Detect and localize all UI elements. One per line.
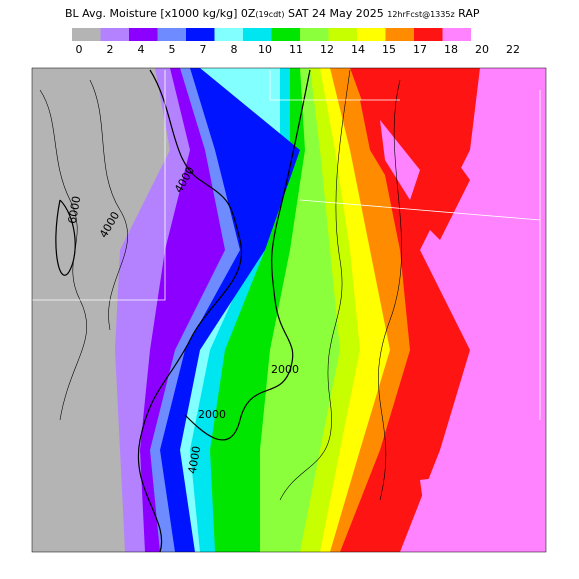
colorbar-label: 15 — [382, 43, 396, 56]
colorbar-label: 11 — [289, 43, 303, 56]
contour-line — [184, 69, 311, 441]
colorbar-label: 5 — [169, 43, 176, 56]
colorbar-swatch — [157, 28, 186, 41]
colorbar-label: 18 — [444, 43, 458, 56]
title-model: RAP — [455, 7, 480, 20]
title-date: SAT 24 May 2025 — [284, 7, 387, 20]
state-border — [32, 70, 541, 420]
title: BL Avg. Moisture [x1000 kg/kg] 0Z(19cdt)… — [65, 7, 480, 20]
colorbar-label: 0 — [76, 43, 83, 56]
colorbar-swatch — [328, 28, 357, 41]
colorbar-label: 14 — [351, 43, 365, 56]
colorbar-swatch — [442, 28, 471, 41]
contour-line — [279, 69, 351, 501]
contour-line — [89, 79, 128, 331]
contours — [31, 67, 547, 553]
colorbar-label: 7 — [200, 43, 207, 56]
contour-label: 4000 — [186, 445, 204, 475]
contour-line — [378, 79, 402, 501]
colorbar-label: 20 — [475, 43, 489, 56]
colorbar-swatch — [186, 28, 215, 41]
contour-label: 2000 — [271, 363, 299, 376]
title-forecast: 12hrFcst@1335z — [387, 10, 454, 19]
title-time: (19cdt) — [255, 10, 284, 19]
colorbar-label: 4 — [138, 43, 145, 56]
colorbar-swatch — [100, 28, 129, 41]
map-frame — [31, 67, 547, 553]
contour-line — [137, 69, 243, 553]
colorbar-label: 8 — [231, 43, 238, 56]
colorbar-swatch — [129, 28, 158, 41]
colorbar-swatch — [243, 28, 272, 41]
contour-label: 2000 — [198, 408, 226, 421]
moisture-band — [32, 68, 170, 552]
moisture-band — [380, 120, 420, 200]
colorbar-swatch — [414, 28, 443, 41]
colorbar-swatch — [300, 28, 329, 41]
colorbar: 0 2 4 5 7 8 10 11 12 14 15 17 18 20 22 — [72, 28, 520, 56]
title-main: BL Avg. Moisture [x1000 kg/kg] 0Z — [65, 7, 256, 20]
contour-line — [55, 199, 76, 276]
moisture-band — [420, 470, 546, 552]
colorbar-swatch — [385, 28, 414, 41]
colorbar-swatch — [271, 28, 300, 41]
colorbar-label: 22 — [506, 43, 520, 56]
colorbar-label: 10 — [258, 43, 272, 56]
contour-label: 6000 — [66, 195, 84, 225]
map-field — [32, 68, 546, 552]
colorbar-swatch — [72, 28, 101, 41]
colorbar-label: 2 — [107, 43, 114, 56]
colorbar-label: 12 — [320, 43, 334, 56]
colorbar-swatch — [357, 28, 386, 41]
colorbar-swatch — [214, 28, 243, 41]
colorbar-label: 17 — [413, 43, 427, 56]
